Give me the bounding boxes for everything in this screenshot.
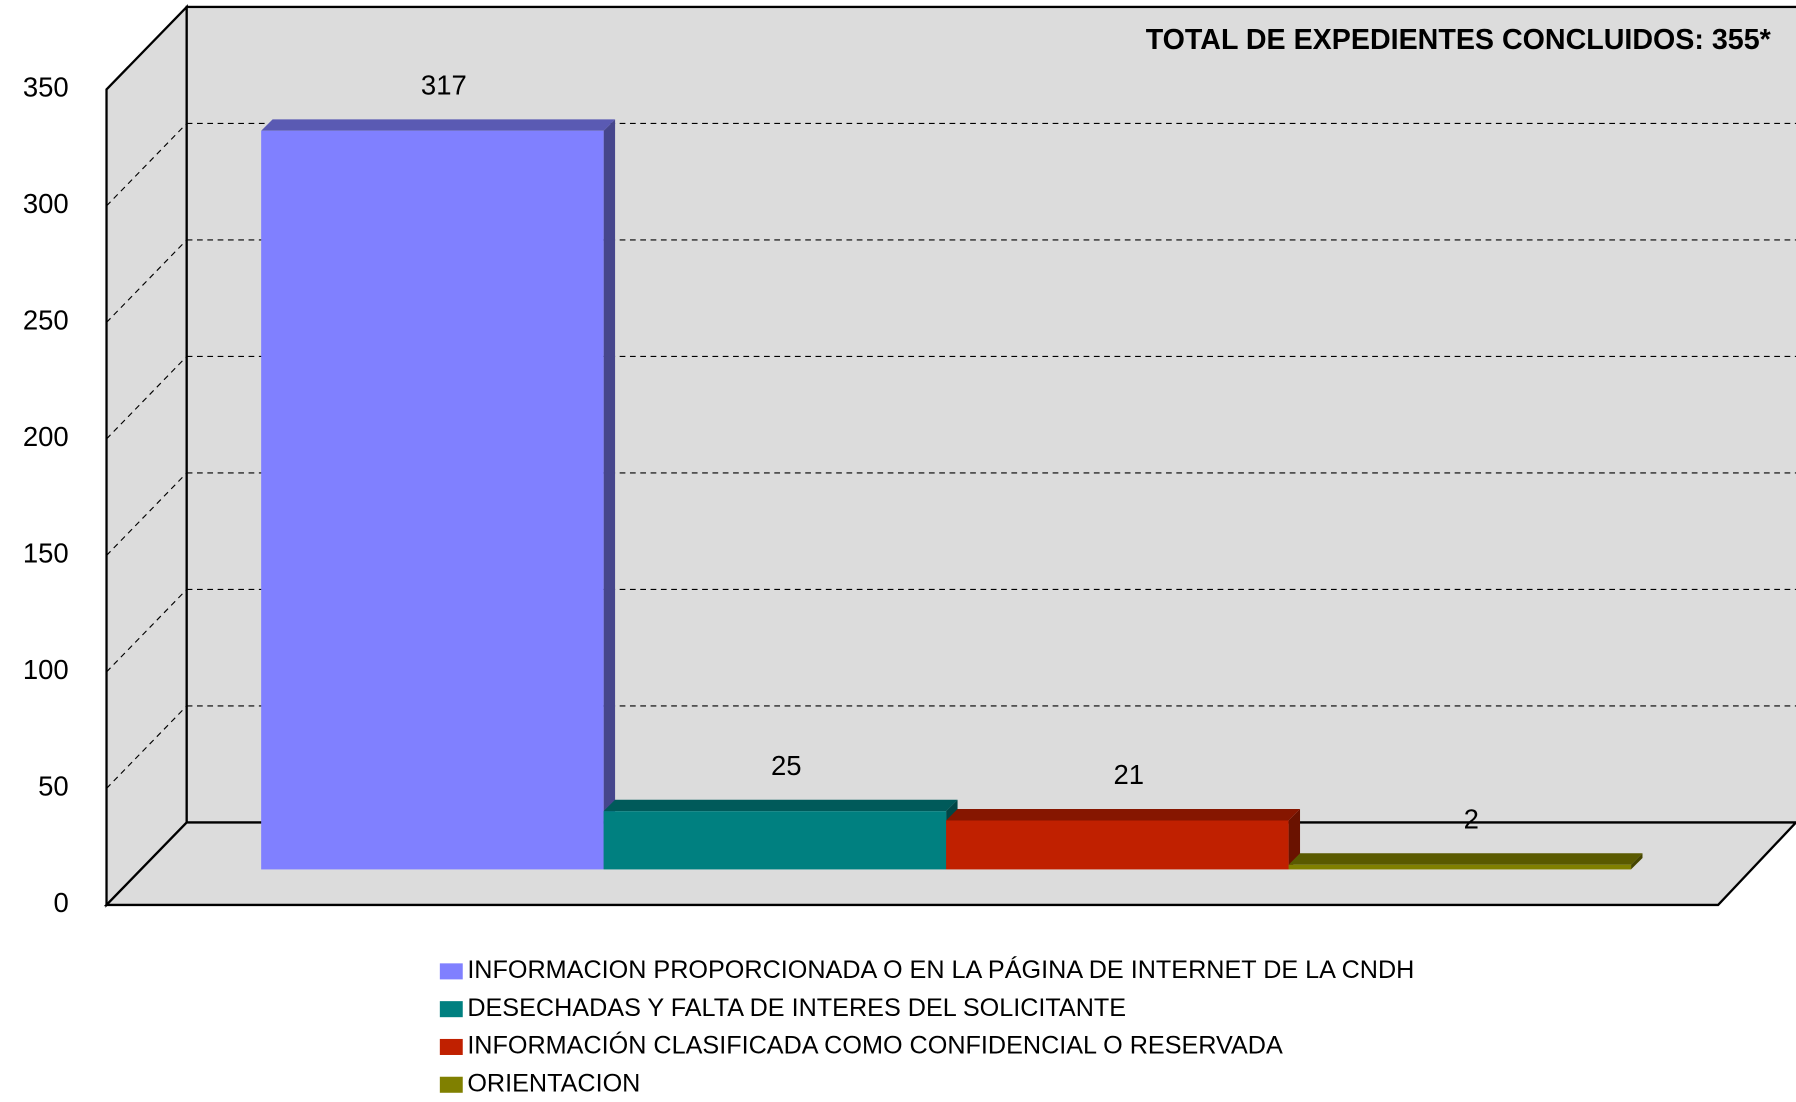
data-label: 25 xyxy=(771,750,802,781)
data-label: 21 xyxy=(1114,759,1145,790)
bar-side xyxy=(1631,853,1643,870)
legend-label: DESECHADAS Y FALTA DE INTERES DEL SOLICI… xyxy=(467,994,1126,1022)
bar-top xyxy=(261,119,616,131)
chart-title: TOTAL DE EXPEDIENTES CONCLUIDOS: 355* xyxy=(1146,24,1772,56)
bars xyxy=(261,119,1643,870)
y-tick-label: 150 xyxy=(23,538,69,569)
left-wall xyxy=(105,4,188,908)
bar-top xyxy=(603,799,958,812)
grid-line-side xyxy=(106,589,188,673)
bar xyxy=(1288,864,1632,870)
grid-line-side xyxy=(106,356,188,440)
grid-line-side xyxy=(106,705,188,789)
grid-line-side xyxy=(106,6,188,90)
bar xyxy=(946,820,1289,870)
y-tick-label: 0 xyxy=(53,887,68,918)
bar xyxy=(603,811,947,870)
y-tick-label: 200 xyxy=(23,421,69,452)
legend-label: INFORMACION PROPORCIONADA O EN LA PÁGINA… xyxy=(467,955,1414,984)
grid-line-side xyxy=(106,239,188,323)
bar-top xyxy=(1288,853,1643,865)
data-label: 2 xyxy=(1464,804,1479,835)
y-tick-label: 100 xyxy=(23,654,69,685)
grid-line-side xyxy=(106,123,188,207)
y-tick-label: 300 xyxy=(23,188,69,219)
legend-swatch xyxy=(439,1001,463,1018)
legend-swatch xyxy=(439,963,463,980)
legend-label: INFORMACIÓN CLASIFICADA COMO CONFIDENCIA… xyxy=(467,1031,1283,1060)
bar xyxy=(261,130,604,870)
bar-side xyxy=(603,119,616,870)
legend-label: ORIENTACION xyxy=(467,1069,640,1097)
bar-side xyxy=(1288,809,1301,870)
grid-line-side xyxy=(106,472,188,556)
y-tick-label: 250 xyxy=(23,305,69,336)
y-tick-label: 50 xyxy=(38,771,69,802)
bar-top xyxy=(946,809,1301,821)
legend-swatch xyxy=(439,1038,463,1055)
y-tick-label: 350 xyxy=(23,72,69,103)
data-label: 317 xyxy=(421,70,467,101)
legend-swatch xyxy=(439,1076,463,1093)
